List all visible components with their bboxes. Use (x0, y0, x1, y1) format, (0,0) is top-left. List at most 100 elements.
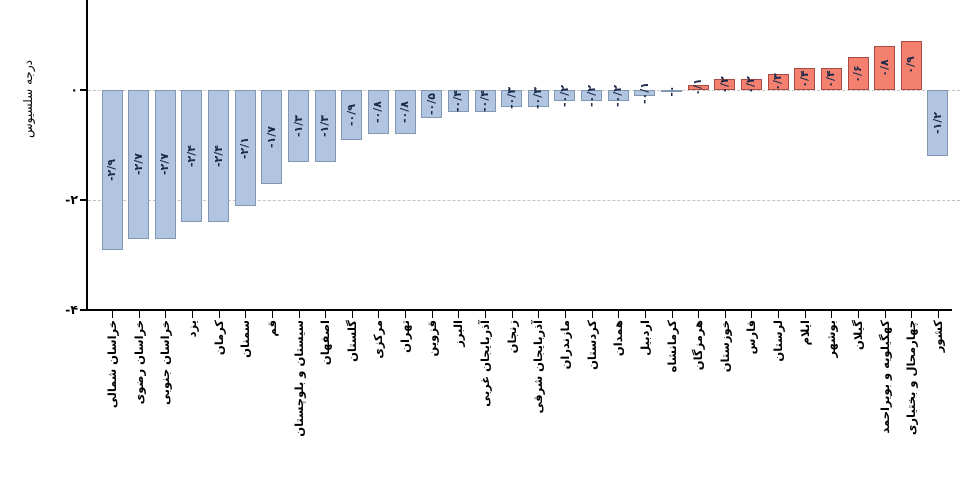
x-axis-label: کرمان (211, 320, 226, 356)
x-axis-label: البرز (451, 320, 466, 347)
bar-value-label: -۰/۳ (504, 87, 518, 110)
x-tick (644, 311, 646, 318)
x-axis-label: قزوین (424, 320, 439, 357)
x-tick (564, 311, 566, 318)
bar-value-label: ۰/۶ (851, 64, 865, 83)
x-tick (671, 311, 673, 318)
x-axis-label: کردستان (584, 320, 599, 370)
x-tick (138, 311, 140, 318)
bar-value-label: -۰/۸ (398, 100, 412, 124)
x-tick (698, 311, 700, 318)
x-axis-label: کرمانشاه (664, 320, 679, 373)
bar (501, 90, 523, 107)
bar (581, 90, 603, 101)
x-axis-label: اردبیل (637, 320, 652, 356)
bar (900, 40, 922, 90)
x-tick (298, 311, 300, 318)
bar (820, 68, 842, 90)
x-axis-label: همدان (611, 320, 626, 357)
bar-value-label: -۲/۴ (211, 144, 225, 168)
gridline (88, 90, 960, 91)
x-tick (271, 311, 273, 318)
bar (261, 90, 283, 184)
x-axis-label: سمنان (238, 320, 253, 358)
bar-value-label: -۲/۴ (184, 144, 198, 168)
bar-value-label: -۲/۷ (131, 153, 145, 176)
x-tick (858, 311, 860, 318)
bar-value-label: -۲/۱ (238, 136, 252, 159)
x-axis-label: آذربایجان غربی (478, 320, 493, 407)
bar-value-label: -۱/۲ (930, 111, 944, 135)
x-tick (431, 311, 433, 318)
x-axis-label: قم (264, 320, 279, 337)
bar (607, 90, 629, 101)
bar-value-label: -۰ (664, 85, 678, 97)
x-tick (538, 311, 540, 318)
x-axis-label: گلستان (344, 320, 359, 362)
bar-value-label: -۰/۹ (344, 103, 358, 126)
x-axis-label: چهارمحال و بختیاری (904, 320, 919, 436)
bar (341, 90, 363, 140)
bar (794, 68, 816, 90)
y-tick-label: ۰ (70, 82, 78, 97)
x-tick (911, 311, 913, 318)
bar (554, 90, 576, 101)
bar (927, 90, 949, 156)
bar-value-label: ۰/۹ (904, 56, 918, 74)
bar (394, 90, 416, 134)
bar (767, 73, 789, 90)
x-tick (351, 311, 353, 318)
x-tick (191, 311, 193, 318)
bar (314, 90, 336, 162)
x-axis-label: سیستان و بلوچستان (291, 320, 306, 437)
x-tick (218, 311, 220, 318)
bar-value-label: -۰/۴ (478, 89, 492, 113)
bar-value-label: -۰/۱ (637, 81, 651, 104)
bar (154, 90, 176, 239)
y-tick-label: -۴ (65, 302, 78, 317)
y-tick (80, 309, 86, 311)
y-tick (80, 199, 86, 201)
x-axis-label: خوزستان (717, 320, 732, 373)
x-axis-label: مرکزی (371, 320, 386, 359)
x-tick (511, 311, 513, 318)
x-tick (937, 311, 939, 318)
bar-value-label: -۰/۲ (611, 84, 625, 107)
bar (527, 90, 549, 107)
x-tick (405, 311, 407, 318)
bar (740, 79, 762, 90)
bar-value-label: ۰/۲ (744, 75, 758, 94)
bar (181, 90, 203, 222)
bar (367, 90, 389, 134)
x-axis-label: اصفهان (318, 320, 333, 366)
gridline (88, 200, 960, 201)
y-axis-title: درجه سلسیوس (21, 60, 35, 139)
bar (847, 57, 869, 90)
x-tick (165, 311, 167, 318)
y-tick-label: -۲ (65, 192, 78, 207)
bar-value-label: -۲/۷ (158, 153, 172, 176)
bar-value-label: -۰/۴ (451, 89, 465, 113)
x-axis-label: بوشهر (824, 320, 839, 358)
x-axis-label: هرمزگان (691, 320, 706, 371)
bar (447, 90, 469, 112)
bar-value-label: ۰/۱ (691, 78, 705, 96)
x-tick (591, 311, 593, 318)
x-tick (458, 311, 460, 318)
x-tick (112, 311, 113, 318)
x-axis-label: یزد (184, 320, 199, 338)
y-axis-line (86, 0, 88, 311)
x-axis-label: زنجان (504, 320, 519, 354)
bar (288, 90, 309, 162)
bar-value-label: -۰/۵ (424, 92, 438, 115)
x-tick (378, 311, 380, 318)
bar (101, 90, 123, 250)
x-tick (325, 311, 327, 318)
bar-value-label: -۰/۲ (557, 84, 571, 107)
x-tick (831, 311, 833, 318)
bar-value-label: -۱/۳ (291, 114, 305, 137)
bar (234, 90, 256, 206)
x-tick (751, 311, 753, 318)
x-axis-label: گیلان (851, 320, 866, 350)
bar (634, 90, 656, 96)
